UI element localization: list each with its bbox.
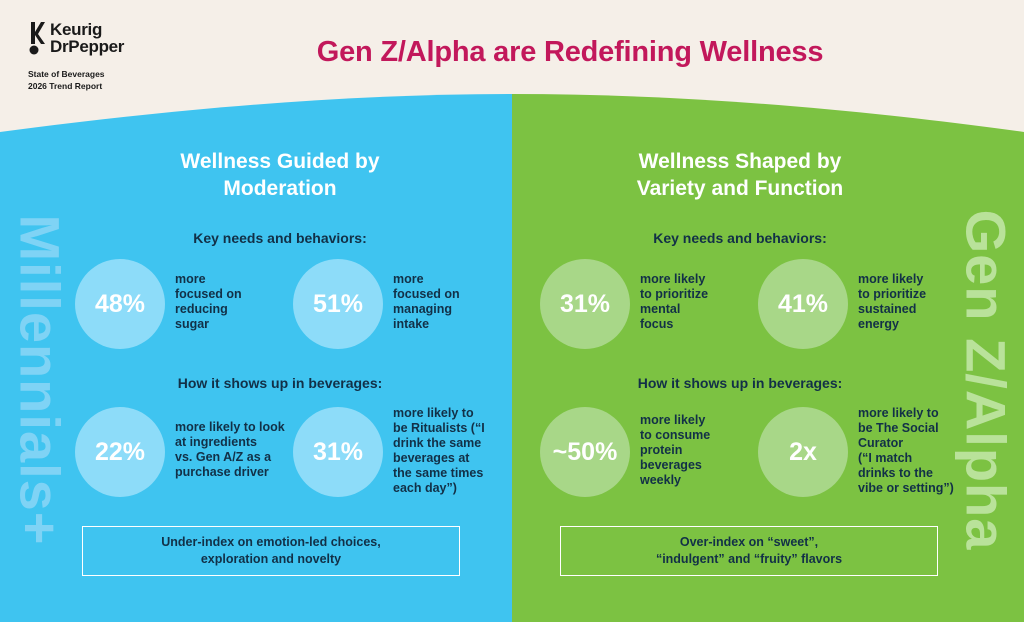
genz-stat-desc: more likely to prioritize sustained ener… — [858, 272, 927, 331]
genz-stat-circle: 41% — [758, 259, 848, 349]
millennials-stat-circle: 22% — [75, 407, 165, 497]
genz-shows-heading: How it shows up in beverages: — [637, 375, 843, 391]
millennials-stat-desc: more focused on reducing sugar — [175, 272, 242, 331]
genz-stat-circle: ~50% — [540, 407, 630, 497]
millennials-stat-circle: 48% — [75, 259, 165, 349]
millennials-stat-desc: more focused on managing intake — [393, 272, 460, 331]
millennials-title-line1: Wellness Guided by — [180, 150, 380, 173]
genz-title-line1: Wellness Shaped by — [638, 150, 842, 173]
millennials-panel-title: Wellness Guided by Moderation — [130, 148, 430, 202]
genz-side-label: Gen Z/Alpha — [954, 209, 1018, 551]
millennials-stat-circle: 51% — [293, 259, 383, 349]
page-title: Gen Z/Alpha are Redefining Wellness — [316, 36, 824, 68]
genz-stat-circle: 2x — [758, 407, 848, 497]
brand-name-line1: Keurig — [50, 20, 103, 39]
millennials-needs-heading: Key needs and behaviors: — [193, 230, 367, 246]
genz-panel-bg — [512, 94, 1024, 622]
genz-stat-circle: 31% — [540, 259, 630, 349]
millennials-title-line2: Moderation — [223, 177, 337, 200]
millennials-stat-circle: 31% — [293, 407, 383, 497]
millennials-stat-desc: more likely to look at ingredients vs. G… — [175, 420, 285, 479]
genz-summary-line2: “indulgent” and “fruity” flavors — [655, 552, 843, 566]
genz-stat-desc: more likely to prioritize mental focus — [640, 272, 709, 331]
millennials-stat-desc: more likely to be Ritualists (“I drink t… — [393, 406, 485, 495]
brand-logo: Keurig DrPepper — [28, 20, 124, 56]
millennials-side-label: Millennials+ — [8, 214, 72, 546]
report-line1: State of Beverages — [28, 69, 105, 79]
genz-title-line2: Variety and Function — [636, 177, 844, 200]
brand-name-line2: DrPepper — [50, 37, 125, 56]
genz-needs-heading: Key needs and behaviors: — [653, 230, 827, 246]
kdp-logo-icon — [29, 22, 45, 55]
genz-stat-desc: more likely to be The Social Curator (“I… — [858, 406, 954, 495]
genz-panel-title: Wellness Shaped by Variety and Function — [590, 148, 890, 202]
millennials-summary-line1: Under-index on emotion-led choices, — [161, 535, 381, 549]
millennials-summary-box: Under-index on emotion-led choices, expl… — [82, 526, 460, 576]
genz-summary-line1: Over-index on “sweet”, — [679, 535, 819, 549]
genz-stat-desc: more likely to consume protein beverages… — [640, 413, 711, 487]
report-label: State of Beverages 2026 Trend Report — [28, 68, 105, 92]
millennials-shows-heading: How it shows up in beverages: — [177, 375, 383, 391]
genz-summary-box: Over-index on “sweet”, “indulgent” and “… — [560, 526, 938, 576]
report-line2: 2026 Trend Report — [28, 81, 103, 91]
millennials-summary-line2: exploration and novelty — [200, 552, 342, 566]
